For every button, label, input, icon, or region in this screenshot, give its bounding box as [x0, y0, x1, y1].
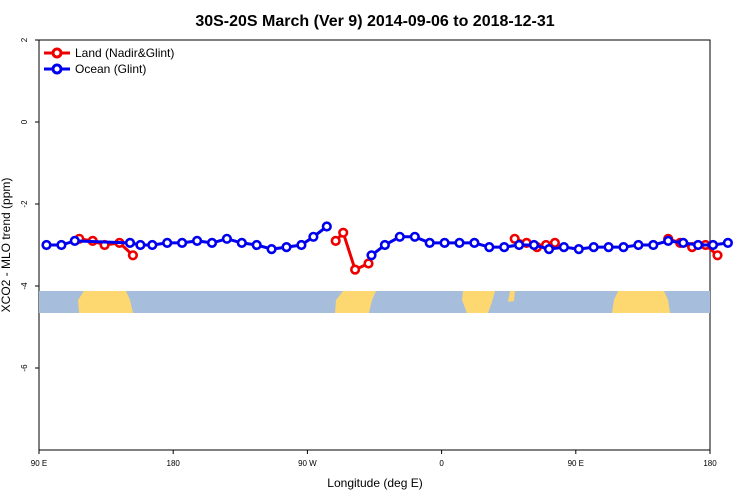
data-point-ocean	[499, 242, 510, 253]
data-point-ocean	[147, 239, 158, 251]
africa-landmass	[462, 291, 495, 313]
data-point-ocean	[308, 231, 319, 242]
data-point-ocean	[469, 237, 480, 248]
x-tick-label: 90 W	[298, 459, 317, 468]
x-tick-label: 180	[703, 459, 717, 468]
y-tick-label: -6	[20, 364, 29, 372]
data-point-ocean	[192, 235, 203, 246]
map-ocean-band	[39, 291, 710, 313]
data-point-ocean	[41, 239, 52, 251]
legend-land-marker	[51, 47, 63, 59]
data-point-ocean	[296, 239, 307, 251]
data-point-ocean	[454, 237, 465, 248]
data-point-ocean	[513, 239, 525, 251]
data-point-ocean	[633, 239, 644, 251]
australia-landmass	[78, 291, 133, 313]
data-point-ocean	[251, 239, 262, 251]
data-point-ocean	[221, 233, 232, 244]
data-point-land	[549, 237, 561, 248]
data-point-ocean	[69, 235, 80, 246]
data-point-ocean	[135, 239, 146, 251]
legend-ocean-label: Ocean (Glint)	[75, 62, 146, 76]
south-america-landmass	[335, 291, 376, 313]
madagascar-landmass	[508, 291, 515, 302]
data-point-ocean	[528, 239, 540, 251]
data-point-ocean	[266, 244, 277, 255]
legend-land-label: Land (Nadir&Glint)	[75, 46, 174, 60]
series-ocean	[41, 221, 734, 261]
data-point-ocean	[603, 242, 614, 253]
data-point-ocean	[648, 239, 659, 251]
data-point-ocean	[236, 237, 247, 248]
data-point-ocean	[707, 239, 719, 251]
x-tick-label: 90 E	[31, 459, 47, 468]
data-point-ocean	[543, 244, 555, 255]
data-point-ocean	[379, 239, 391, 251]
chart-title: 30S-20S March (Ver 9) 2014-09-06 to 2018…	[195, 13, 554, 30]
data-point-ocean	[206, 237, 218, 248]
legend-ocean-marker	[51, 63, 63, 75]
data-point-ocean	[588, 242, 599, 253]
series-layer	[41, 221, 734, 275]
data-point-ocean	[321, 221, 332, 232]
data-point-land	[712, 250, 723, 261]
data-point-land	[338, 227, 349, 238]
data-point-ocean	[573, 244, 584, 255]
data-point-ocean	[692, 239, 704, 251]
x-tick-label: 0	[439, 459, 444, 468]
map-land	[78, 291, 670, 313]
series-line-land	[334, 231, 370, 272]
x-tick-label: 180	[167, 459, 181, 468]
data-point-ocean	[366, 250, 377, 261]
data-point-ocean	[558, 242, 570, 253]
y-tick-label: -4	[20, 282, 29, 290]
data-point-ocean	[663, 235, 674, 246]
data-point-ocean	[56, 239, 67, 251]
data-point-land	[350, 264, 361, 275]
data-point-ocean	[124, 237, 136, 248]
data-point-land	[127, 250, 138, 261]
x-axis-label: Longitude (deg E)	[327, 476, 422, 490]
data-point-ocean	[177, 237, 188, 248]
data-point-ocean	[409, 231, 420, 242]
data-point-ocean	[424, 237, 435, 248]
map-band	[39, 291, 710, 313]
legend: Land (Nadir&Glint) Ocean (Glint)	[44, 46, 174, 76]
data-point-land	[363, 258, 374, 269]
data-point-ocean	[281, 242, 292, 253]
data-point-ocean	[439, 237, 450, 248]
axes: 90 E 180 90 W 0 90 E 180 2 0 -2 -4 -6	[20, 37, 717, 468]
data-point-land	[330, 235, 341, 246]
x-tick-label: 90 E	[568, 459, 584, 468]
data-point-ocean	[618, 242, 629, 253]
data-point-ocean	[722, 237, 734, 248]
y-tick-label: 2	[20, 37, 29, 42]
data-point-ocean	[678, 237, 689, 248]
australia-landmass-right	[612, 291, 670, 313]
data-point-ocean	[394, 231, 405, 242]
y-axis-label: XCO2 - MLO trend (ppm)	[0, 178, 13, 313]
data-point-ocean	[162, 237, 173, 248]
y-tick-label: -2	[20, 200, 29, 208]
y-tick-label: 0	[20, 119, 29, 124]
data-point-ocean	[484, 242, 495, 253]
